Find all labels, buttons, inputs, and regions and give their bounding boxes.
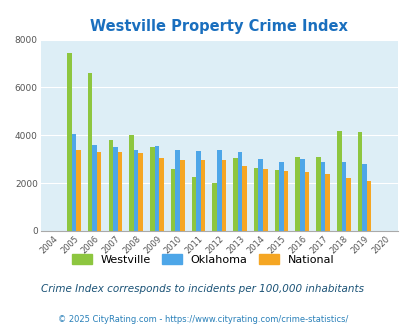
Bar [242, 166, 246, 231]
Bar [138, 153, 143, 231]
Bar [108, 140, 113, 231]
Bar [258, 159, 262, 231]
Bar [221, 160, 226, 231]
Bar [336, 130, 341, 231]
Bar [315, 157, 320, 231]
Title: Westville Property Crime Index: Westville Property Crime Index [90, 19, 347, 34]
Bar [295, 157, 299, 231]
Bar [237, 152, 242, 231]
Bar [134, 150, 138, 231]
Bar [179, 160, 184, 231]
Bar [274, 170, 279, 231]
Text: Crime Index corresponds to incidents per 100,000 inhabitants: Crime Index corresponds to incidents per… [41, 284, 364, 294]
Bar [212, 183, 216, 231]
Bar [150, 147, 154, 231]
Bar [200, 160, 205, 231]
Bar [262, 169, 267, 231]
Bar [175, 150, 179, 231]
Bar [279, 162, 283, 231]
Bar [283, 171, 288, 231]
Bar [345, 178, 350, 231]
Bar [117, 152, 122, 231]
Bar [357, 132, 362, 231]
Bar [216, 150, 221, 231]
Bar [366, 181, 371, 231]
Bar [362, 164, 366, 231]
Bar [154, 146, 159, 231]
Bar [171, 169, 175, 231]
Bar [253, 168, 258, 231]
Bar [159, 158, 163, 231]
Bar [71, 134, 76, 231]
Bar [76, 150, 81, 231]
Bar [97, 152, 101, 231]
Bar [113, 147, 117, 231]
Bar [324, 174, 329, 231]
Bar [129, 135, 134, 231]
Bar [196, 151, 200, 231]
Bar [67, 53, 71, 231]
Bar [87, 73, 92, 231]
Legend: Westville, Oklahoma, National: Westville, Oklahoma, National [67, 250, 338, 269]
Text: © 2025 CityRating.com - https://www.cityrating.com/crime-statistics/: © 2025 CityRating.com - https://www.city… [58, 315, 347, 324]
Bar [341, 162, 345, 231]
Bar [92, 145, 97, 231]
Bar [304, 172, 309, 231]
Bar [320, 162, 324, 231]
Bar [232, 158, 237, 231]
Bar [191, 177, 196, 231]
Bar [299, 159, 304, 231]
